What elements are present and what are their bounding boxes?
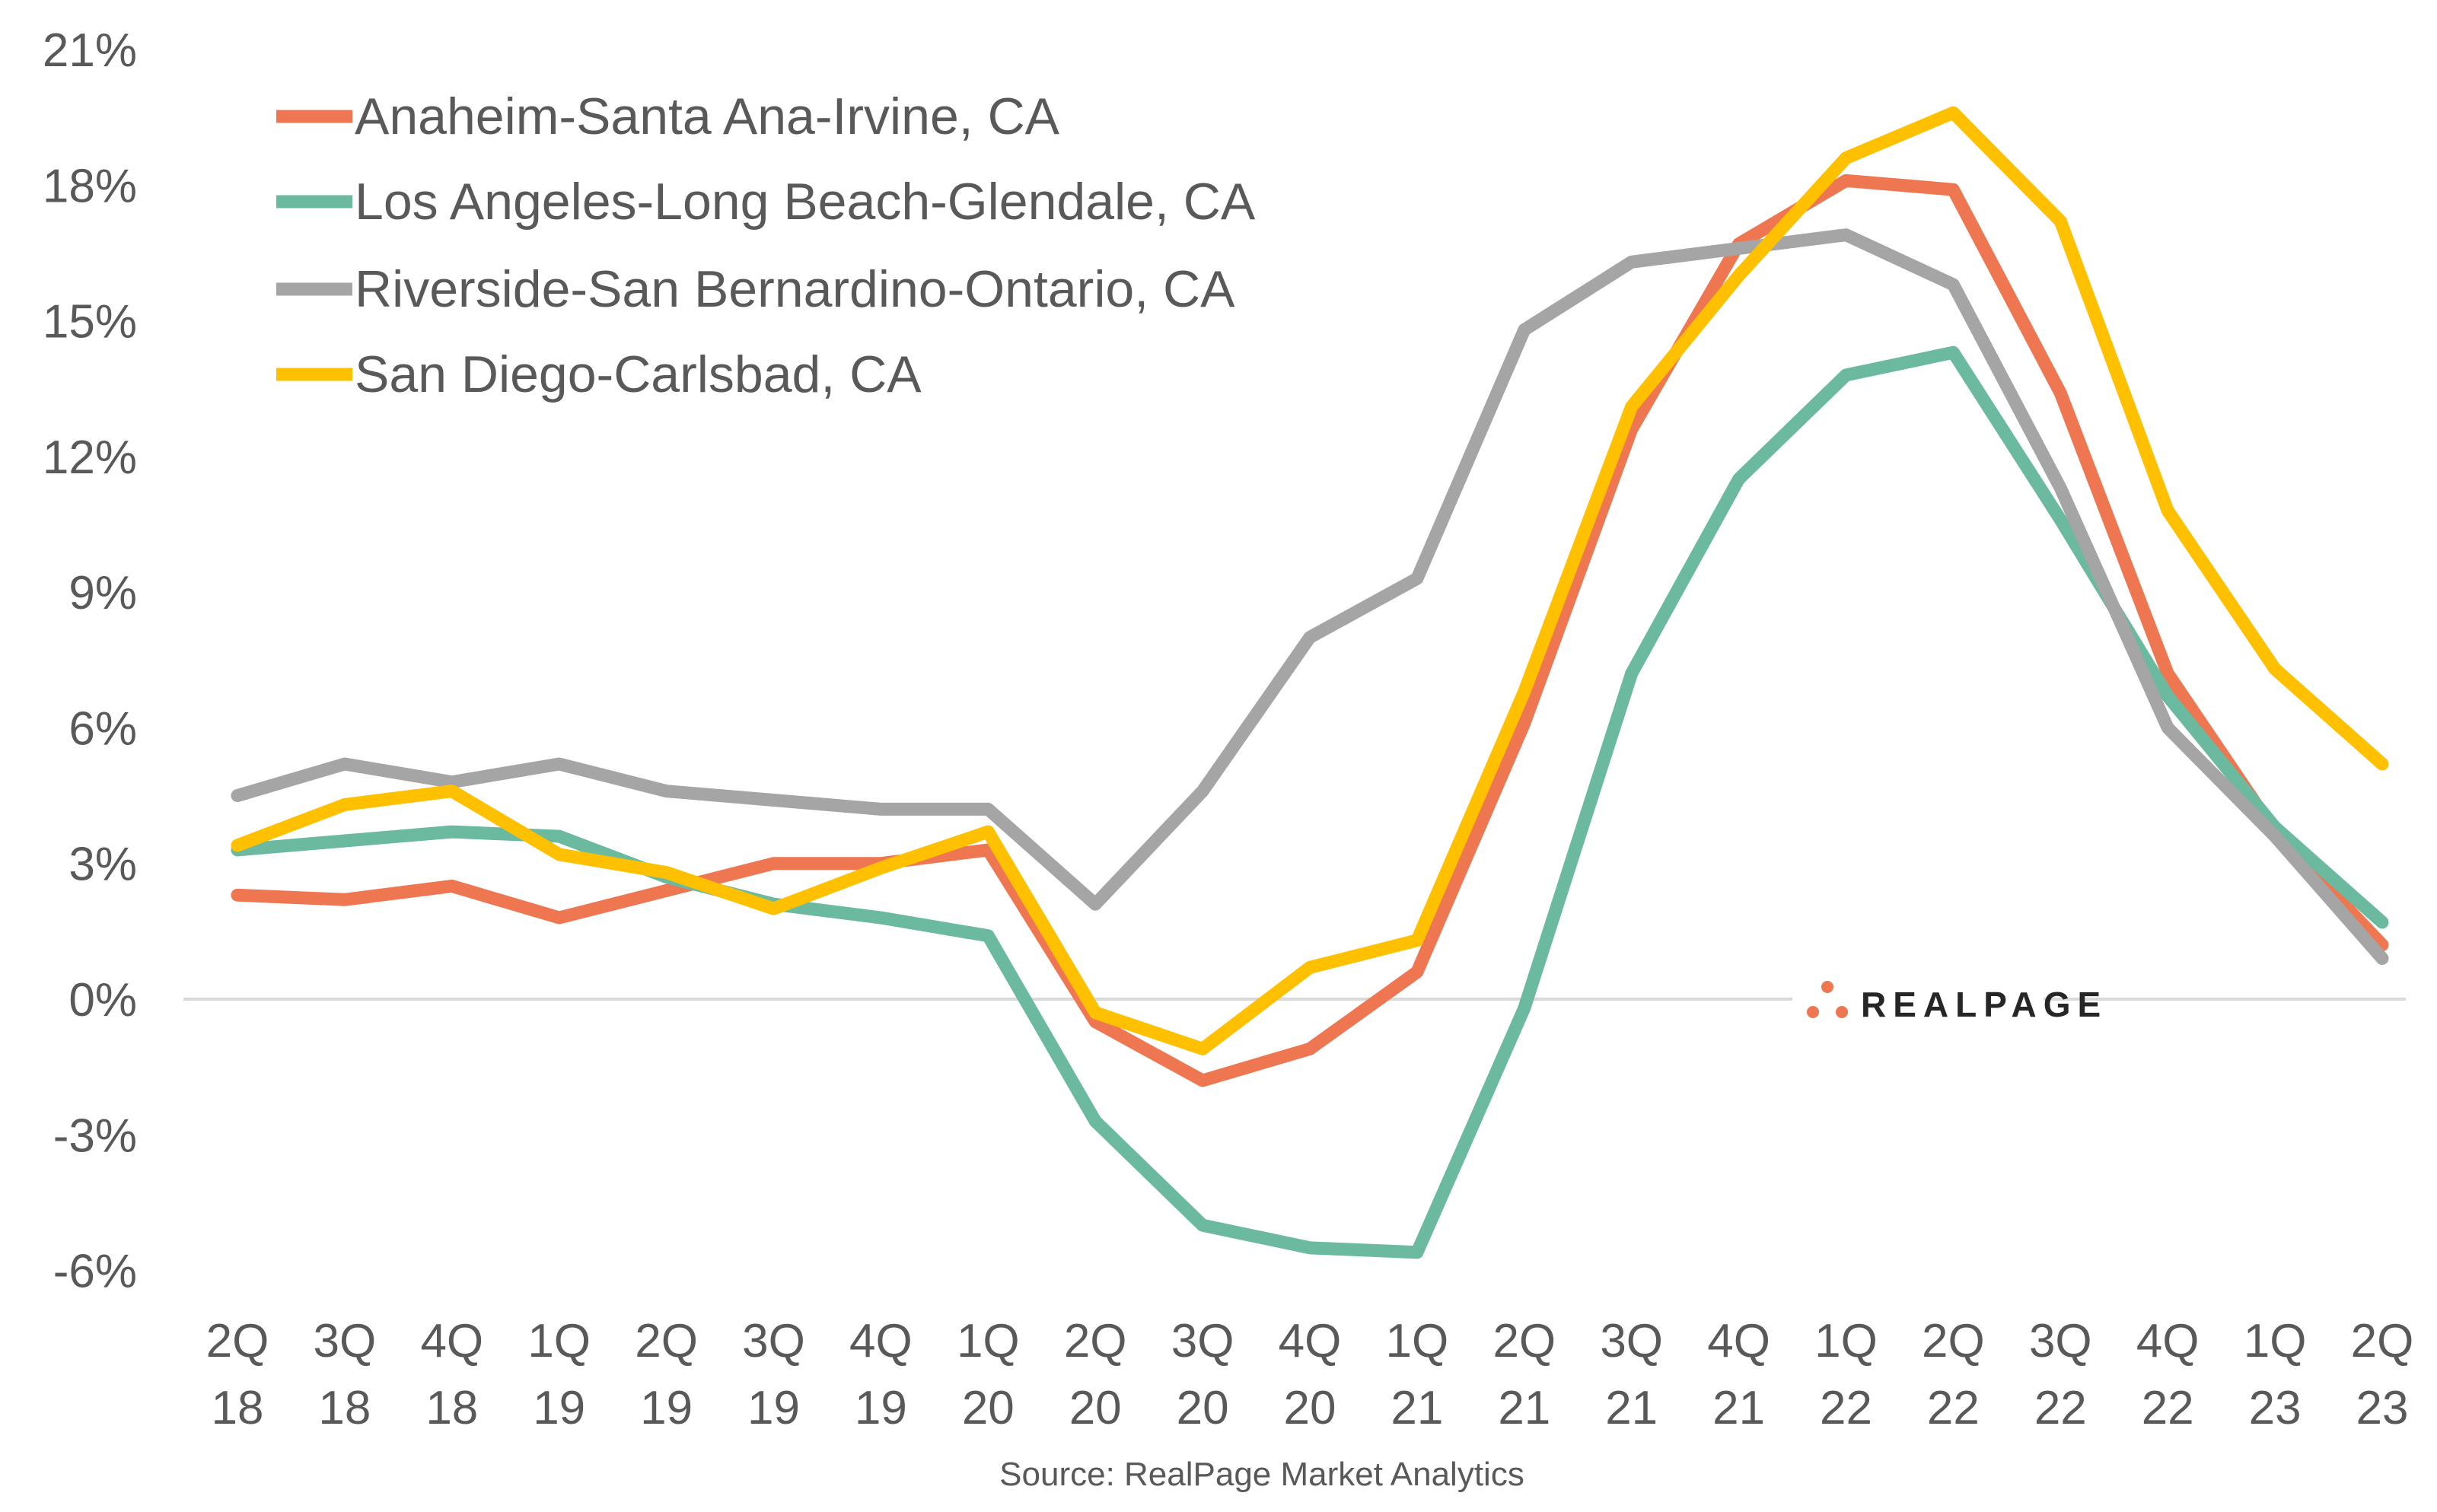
x-tick-label: 3Q 20 [1171,1315,1234,1434]
logo-dot-icon [1836,1006,1848,1018]
x-tick-label: 2Q 21 [1492,1315,1556,1434]
x-tick-label: 1Q 21 [1386,1315,1449,1434]
x-tick-label: 1Q 19 [527,1315,591,1434]
logo-dot-icon [1807,1006,1819,1018]
y-tick-label: -6% [53,1246,137,1298]
series-3 [231,106,2389,1055]
legend-label: San Diego-Carlsbad, CA [355,345,922,403]
x-tick-label: 1Q 20 [957,1315,1020,1434]
x-tick-label: 2Q 20 [1064,1315,1127,1434]
x-tick-label: 4Q 18 [420,1315,483,1434]
x-tick-label: 3Q 21 [1600,1315,1663,1434]
x-tick-label: 3Q 18 [314,1315,377,1434]
y-tick-label: 9% [68,567,137,619]
legend-label: Riverside-San Bernardino-Ontario, CA [355,260,1235,318]
y-tick-label: 12% [43,431,137,484]
legend-label: Los Angeles-Long Beach-Glendale, CA [355,173,1256,231]
x-tick-label: 4Q 21 [1707,1315,1770,1434]
y-axis: -6% -3% 0% 3% 6% 9% 12% 15% 18% 21% [43,24,137,1298]
y-tick-label: 15% [43,296,137,349]
x-tick-label: 2Q 22 [1922,1315,1985,1434]
y-tick-label: 18% [43,160,137,212]
legend-label: Anaheim-Santa Ana-Irvine, CA [355,88,1060,145]
x-tick-label: 2Q 23 [2351,1315,2414,1434]
legend-item: Los Angeles-Long Beach-Glendale, CA [276,173,1256,231]
x-tick-label: 3Q 22 [2029,1315,2092,1434]
source-note: Source: RealPage Market Analytics [999,1456,1524,1493]
x-tick-label: 4Q 20 [1279,1315,1342,1434]
legend: Anaheim-Santa Ana-Irvine, CA Los Angeles-… [276,88,1256,403]
y-tick-label: 0% [68,974,137,1027]
legend-item: San Diego-Carlsbad, CA [276,345,922,403]
series-2 [231,228,2389,966]
x-tick-label: 3Q 19 [742,1315,805,1434]
series-lines [231,106,2389,1259]
y-tick-label: -3% [53,1109,137,1162]
y-tick-label: 21% [43,24,137,77]
legend-item: Riverside-San Bernardino-Ontario, CA [276,260,1235,318]
x-tick-label: 1Q 22 [1814,1315,1878,1434]
logo-text: REALPAGE [1861,985,2107,1024]
logo-dot-icon [1821,981,1833,993]
x-tick-label: 1Q 23 [2244,1315,2307,1434]
legend-item: Anaheim-Santa Ana-Irvine, CA [276,88,1060,145]
x-tick-label: 4Q 22 [2136,1315,2200,1434]
x-tick-label: 4Q 19 [849,1315,913,1434]
x-axis: 2Q 18 3Q 18 4Q 18 1Q 19 2Q 19 3Q 19 4Q 19 1Q 20 2Q 20 3Q 20… [206,1315,2414,1434]
series-line [231,106,2389,1055]
y-tick-label: 6% [68,702,137,755]
realpage-logo: REALPAGE [1792,974,2107,1024]
x-tick-label: 2Q 18 [206,1315,269,1434]
x-tick-label: 2Q 19 [635,1315,698,1434]
y-tick-label: 3% [68,839,137,891]
